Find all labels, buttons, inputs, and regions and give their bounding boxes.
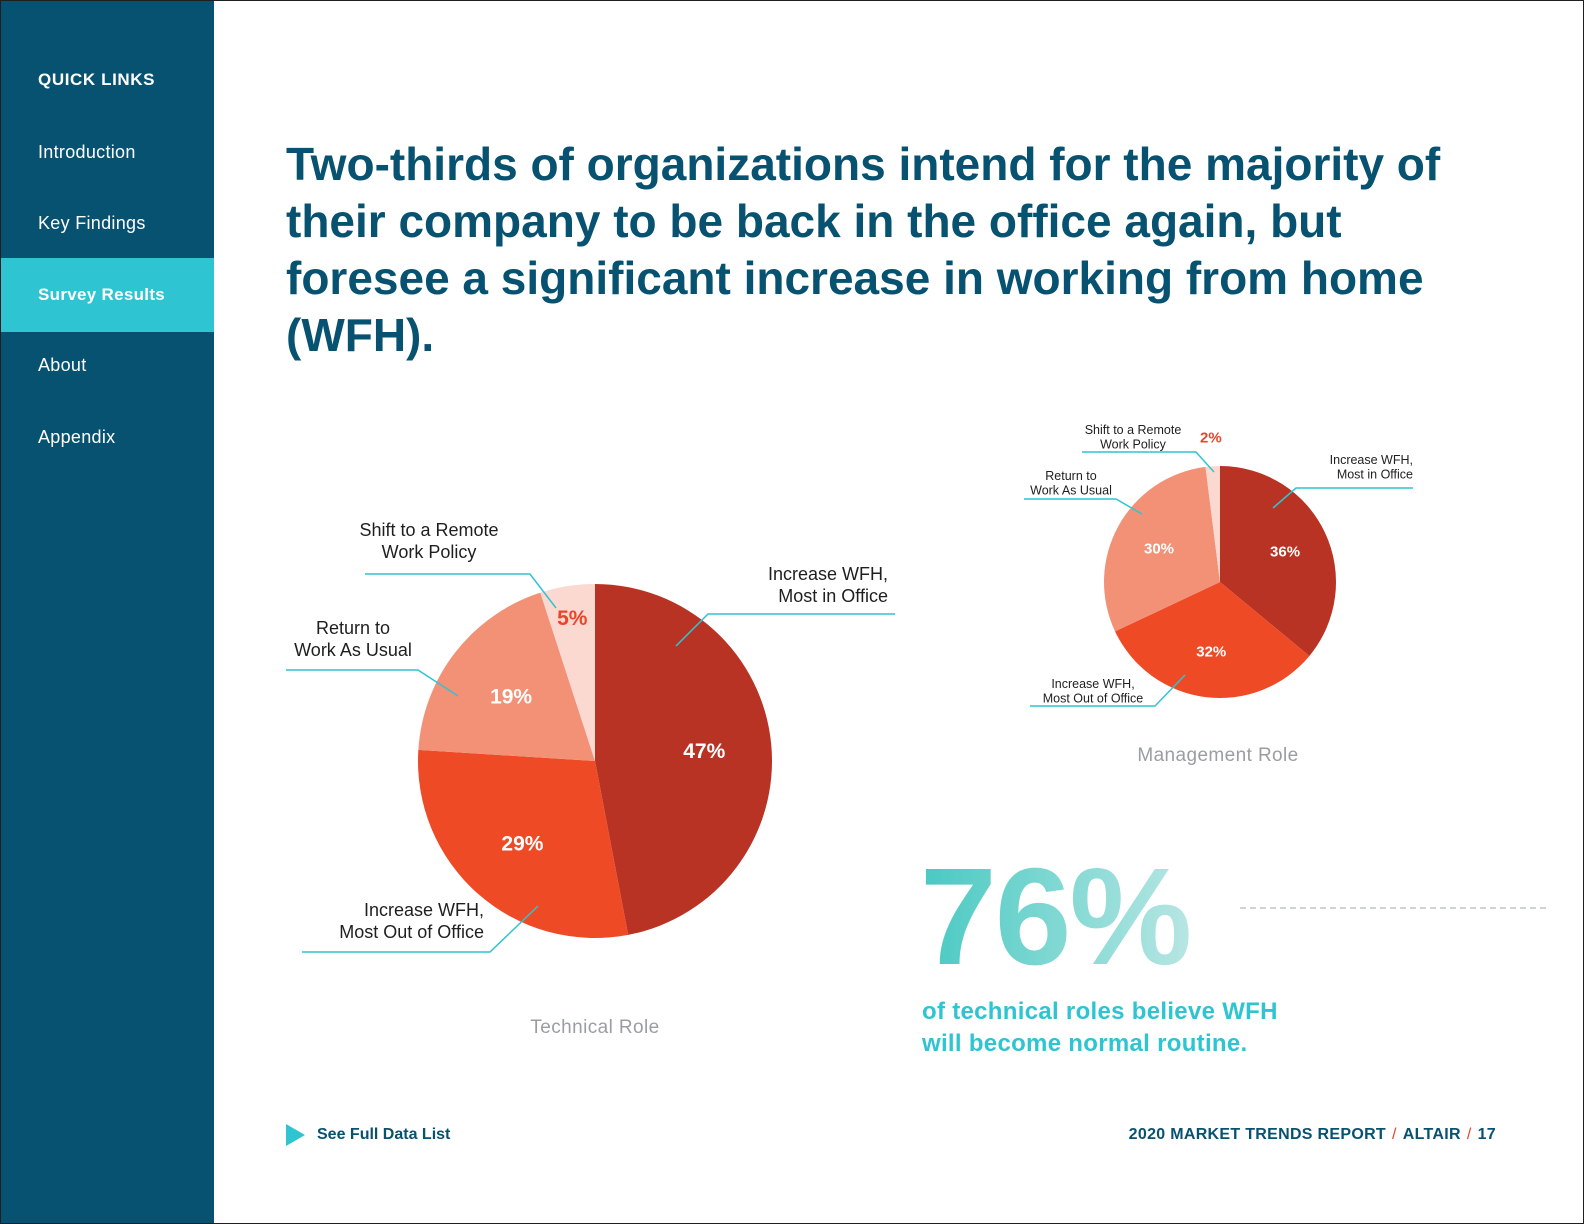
stat-value: 76% xyxy=(920,840,1192,994)
stat-caption: of technical roles believe WFH will beco… xyxy=(922,996,1362,1060)
footer-brand: ALTAIR xyxy=(1402,1126,1461,1143)
slice-value-label: 5% xyxy=(557,607,588,630)
stat-caption-line-2: will become normal routine. xyxy=(922,1030,1248,1057)
see-full-data-list-label: See Full Data List xyxy=(317,1126,451,1143)
callout-label-remote: Work Policy xyxy=(382,542,477,562)
footer-separator: / xyxy=(1392,1126,1397,1143)
sidebar-item-introduction[interactable]: Introduction xyxy=(38,141,136,162)
callout-leader-line xyxy=(675,613,895,647)
callout-label-out-office: Most Out of Office xyxy=(339,922,484,942)
stat-caption-line-1: of technical roles believe WFH xyxy=(922,998,1278,1025)
see-full-data-list-link[interactable]: See Full Data List xyxy=(286,1124,450,1146)
footer-report-info: 2020 MARKET TRENDS REPORT / ALTAIR / 17 xyxy=(1129,1126,1496,1144)
sidebar-item-about[interactable]: About xyxy=(38,354,87,375)
callout-leader-line xyxy=(365,573,557,609)
sidebar-item-survey-results[interactable]: Survey Results xyxy=(1,258,214,332)
page-headline: Two-thirds of organizations intend for t… xyxy=(286,138,1441,361)
footer-page-number: 17 xyxy=(1477,1126,1496,1143)
pie-slice-shift-to-a-remote-work-policy xyxy=(540,584,595,761)
slice-value-label: 47% xyxy=(683,740,725,763)
callout-leader-line xyxy=(286,669,459,697)
callout-leader-line xyxy=(302,905,539,953)
slice-value-label: 29% xyxy=(501,833,543,856)
pie-slice-increase-wfh-most-in-office xyxy=(595,584,773,935)
callout-label-usual: Work As Usual xyxy=(294,640,412,660)
footer-separator: / xyxy=(1466,1126,1472,1143)
callout-label-in-office: Most in Office xyxy=(778,586,888,606)
quick-links-heading: QUICK LINKS xyxy=(38,70,156,89)
management-role-caption: Management Role xyxy=(1137,745,1299,766)
footer-report-title: 2020 MARKET TRENDS REPORT xyxy=(1128,1126,1386,1143)
callout-label-out-office: Increase WFH, xyxy=(364,900,484,920)
callout-label-in-office: Increase WFH, xyxy=(768,564,888,584)
slice-value-label: 19% xyxy=(490,685,532,708)
stat-divider xyxy=(1240,907,1546,909)
sidebar-quick-links: QUICK LINKS Introduction Key Findings Su… xyxy=(1,1,214,1223)
pie-slice-increase-wfh-most-out-of-office xyxy=(418,749,629,939)
callout-label-remote: Shift to a Remote xyxy=(359,520,498,540)
callout-label-usual: Return to xyxy=(316,618,390,638)
sidebar-item-key-findings[interactable]: Key Findings xyxy=(38,212,146,233)
technical-role-pie-chart: 47%29%19%5%Increase WFH,Most in OfficeIn… xyxy=(286,520,895,953)
technical-role-caption: Technical Role xyxy=(530,1017,660,1038)
play-arrow-icon xyxy=(286,1124,305,1146)
pie-slice-return-to-work-as-usual xyxy=(418,592,595,761)
sidebar-item-appendix[interactable]: Appendix xyxy=(38,426,116,447)
